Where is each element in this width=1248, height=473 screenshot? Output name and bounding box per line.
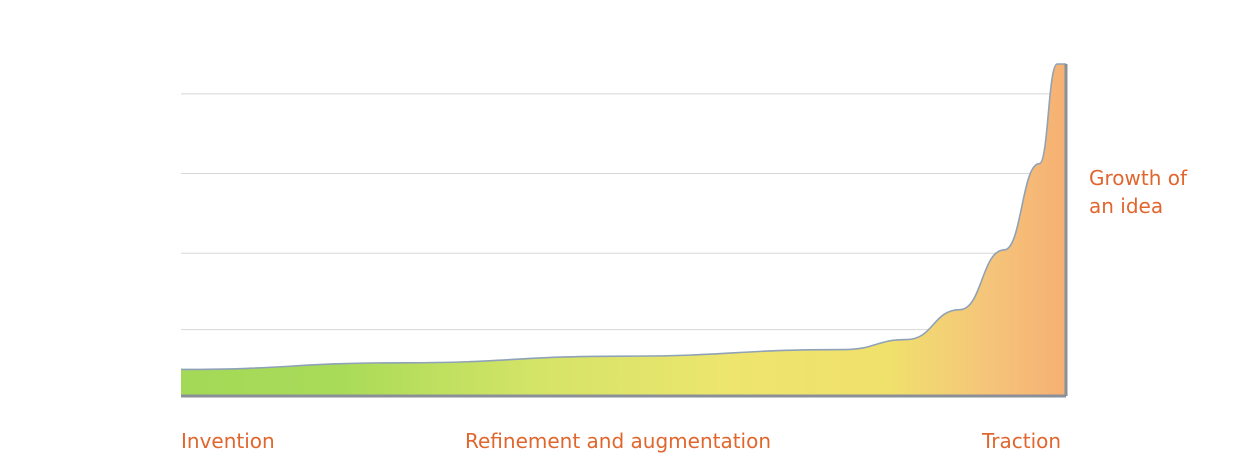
series-label: Growth of an idea	[1089, 166, 1188, 218]
growth-curve	[180, 63, 1066, 371]
refinement-stage-label: Refinement and augmentation	[465, 429, 772, 453]
traction-stage-label: Traction	[982, 429, 1062, 453]
invention-stage-label: Invention	[181, 429, 275, 453]
growth-area	[181, 64, 1066, 396]
chart-gridlines	[181, 93, 1066, 331]
